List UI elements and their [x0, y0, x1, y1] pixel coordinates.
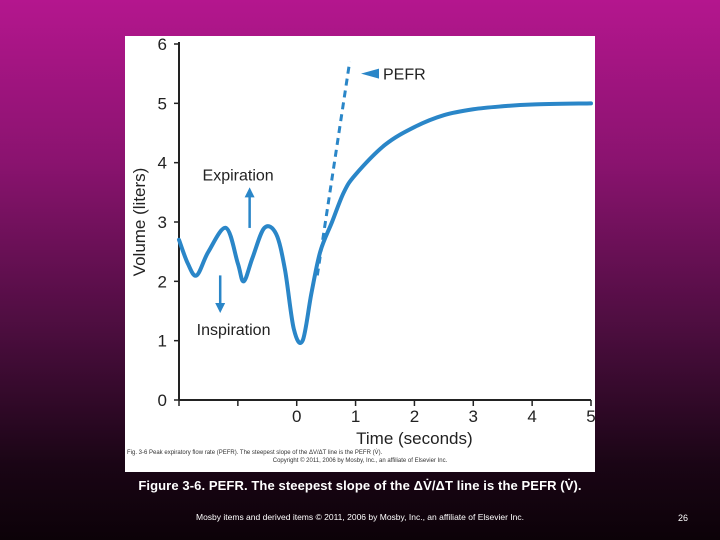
x-tick-label: 0 — [292, 407, 301, 426]
pefr-arrow-icon — [361, 68, 379, 79]
figure-panel: 0 1 2 3 4 5 6 0 1 2 3 4 5 Time (seconds) Volume (liter… — [125, 36, 595, 472]
inspiration-annotation: Inspiration — [197, 322, 271, 339]
y-tick-label: 1 — [158, 332, 167, 351]
y-tick-label: 0 — [158, 391, 167, 410]
expiration-annotation: Expiration — [203, 168, 274, 185]
y-tick-label: 6 — [158, 36, 167, 54]
y-axis-label: Volume (liters) — [130, 168, 149, 277]
figure-credit-line1: Fig. 3-6 Peak expiratory flow rate (PEFR… — [127, 450, 383, 456]
y-tick-label: 3 — [158, 213, 167, 232]
y-tick-label: 4 — [158, 154, 167, 173]
copyright-footer: Mosby items and derived items © 2011, 20… — [195, 512, 524, 522]
x-tick-label: 1 — [351, 407, 360, 426]
volume-curve — [177, 101, 593, 345]
page-number: 26 — [678, 513, 689, 523]
x-tick-label: 4 — [527, 407, 536, 426]
figure-credit-line2: Copyright © 2011, 2006 by Mosby, Inc., a… — [272, 457, 448, 464]
y-tick-label: 2 — [158, 272, 167, 291]
pefr-chart: 0 1 2 3 4 5 6 0 1 2 3 4 5 Time (seconds) Volume (liter… — [130, 36, 595, 448]
x-tick-label: 2 — [410, 407, 419, 426]
figure-credit: Fig. 3-6 Peak expiratory flow rate (PEFR… — [127, 450, 593, 465]
pefr-annotation: PEFR — [383, 67, 426, 84]
slide-caption: Figure 3-6. PEFR. The steepest slope of … — [138, 478, 582, 493]
pefr-slope-line — [315, 61, 352, 276]
x-tick-label: 3 — [469, 407, 478, 426]
y-tick-label: 5 — [158, 94, 167, 113]
x-tick-label: 5 — [586, 407, 595, 426]
x-axis-label: Time (seconds) — [356, 429, 473, 448]
